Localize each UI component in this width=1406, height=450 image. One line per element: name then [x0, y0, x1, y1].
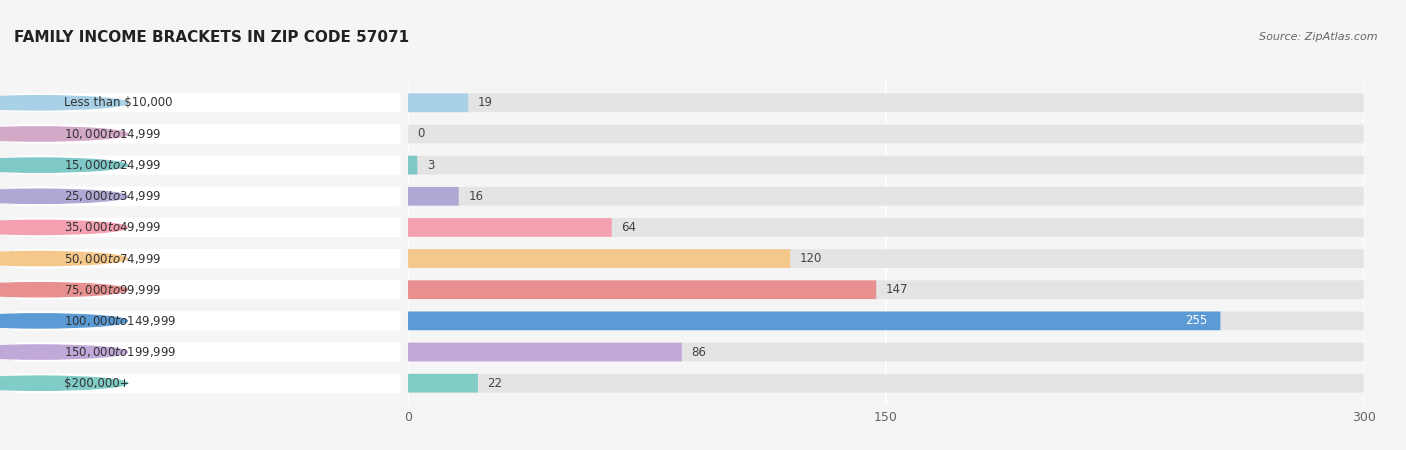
- FancyBboxPatch shape: [408, 374, 478, 392]
- FancyBboxPatch shape: [408, 343, 682, 361]
- Circle shape: [0, 96, 128, 110]
- Text: 255: 255: [1185, 315, 1208, 328]
- FancyBboxPatch shape: [408, 249, 1364, 268]
- FancyBboxPatch shape: [14, 280, 401, 299]
- FancyBboxPatch shape: [408, 343, 1364, 361]
- Text: $35,000 to $49,999: $35,000 to $49,999: [65, 220, 162, 234]
- FancyBboxPatch shape: [408, 125, 1364, 143]
- FancyBboxPatch shape: [408, 187, 1364, 206]
- Circle shape: [0, 189, 128, 203]
- FancyBboxPatch shape: [14, 93, 401, 112]
- FancyBboxPatch shape: [14, 374, 401, 393]
- FancyBboxPatch shape: [408, 94, 468, 112]
- Text: 3: 3: [427, 158, 434, 171]
- Text: 22: 22: [488, 377, 502, 390]
- Text: 16: 16: [468, 190, 484, 203]
- FancyBboxPatch shape: [408, 187, 458, 206]
- FancyBboxPatch shape: [408, 280, 1364, 299]
- Text: $15,000 to $24,999: $15,000 to $24,999: [65, 158, 162, 172]
- Circle shape: [0, 127, 128, 141]
- Text: $75,000 to $99,999: $75,000 to $99,999: [65, 283, 162, 297]
- FancyBboxPatch shape: [408, 94, 1364, 112]
- Text: 86: 86: [692, 346, 706, 359]
- FancyBboxPatch shape: [14, 342, 401, 362]
- FancyBboxPatch shape: [408, 156, 418, 175]
- Text: 19: 19: [478, 96, 494, 109]
- FancyBboxPatch shape: [14, 124, 401, 144]
- FancyBboxPatch shape: [14, 155, 401, 175]
- Circle shape: [0, 283, 128, 297]
- FancyBboxPatch shape: [14, 187, 401, 206]
- Text: Source: ZipAtlas.com: Source: ZipAtlas.com: [1260, 32, 1378, 41]
- Text: $10,000 to $14,999: $10,000 to $14,999: [65, 127, 162, 141]
- Text: 0: 0: [418, 127, 425, 140]
- FancyBboxPatch shape: [408, 374, 1364, 392]
- FancyBboxPatch shape: [408, 218, 1364, 237]
- FancyBboxPatch shape: [408, 156, 1364, 175]
- FancyBboxPatch shape: [14, 249, 401, 268]
- Text: 147: 147: [886, 283, 908, 296]
- Text: $100,000 to $149,999: $100,000 to $149,999: [65, 314, 177, 328]
- FancyBboxPatch shape: [408, 249, 790, 268]
- FancyBboxPatch shape: [408, 280, 876, 299]
- Circle shape: [0, 158, 128, 172]
- FancyBboxPatch shape: [408, 311, 1364, 330]
- Text: $25,000 to $34,999: $25,000 to $34,999: [65, 189, 162, 203]
- Text: $150,000 to $199,999: $150,000 to $199,999: [65, 345, 177, 359]
- Circle shape: [0, 345, 128, 359]
- Text: 120: 120: [800, 252, 823, 265]
- FancyBboxPatch shape: [408, 311, 1220, 330]
- FancyBboxPatch shape: [14, 311, 401, 331]
- Text: FAMILY INCOME BRACKETS IN ZIP CODE 57071: FAMILY INCOME BRACKETS IN ZIP CODE 57071: [14, 30, 409, 45]
- Circle shape: [0, 314, 128, 328]
- Text: $50,000 to $74,999: $50,000 to $74,999: [65, 252, 162, 266]
- Circle shape: [0, 252, 128, 266]
- Text: 64: 64: [621, 221, 637, 234]
- FancyBboxPatch shape: [14, 218, 401, 237]
- Text: Less than $10,000: Less than $10,000: [65, 96, 173, 109]
- Circle shape: [0, 376, 128, 390]
- Circle shape: [0, 220, 128, 234]
- Text: $200,000+: $200,000+: [65, 377, 129, 390]
- FancyBboxPatch shape: [408, 218, 612, 237]
